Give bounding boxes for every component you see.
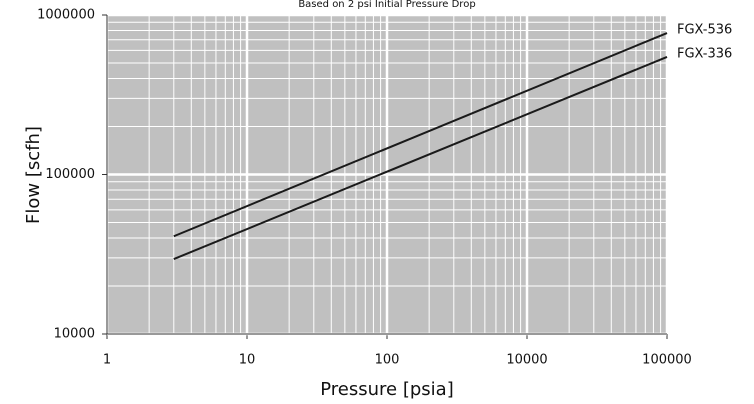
y-tick-label: 100000 — [45, 167, 95, 182]
series-label: FGX-336 — [677, 46, 732, 61]
chart-title: Based on 2 psi Initial Pressure Drop — [298, 0, 475, 10]
x-tick-label: 10000 — [506, 353, 547, 368]
y-axis-title: Flow [scfh] — [23, 126, 44, 224]
x-axis-title: Pressure [psia] — [320, 379, 453, 400]
x-tick-label: 10 — [239, 353, 256, 368]
series-line — [173, 32, 668, 238]
y-tick-label: 1000000 — [37, 8, 95, 23]
series-label: FGX-536 — [677, 23, 732, 38]
x-tick-label: 100000 — [642, 353, 692, 368]
x-tick-label: 1 — [103, 353, 111, 368]
series-line — [173, 55, 668, 260]
y-tick-label: 10000 — [54, 327, 95, 342]
x-tick-label: 100 — [375, 353, 400, 368]
